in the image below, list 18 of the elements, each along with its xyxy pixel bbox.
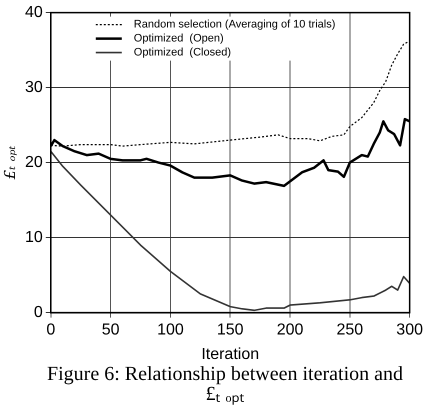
x-tick-label: 100 <box>157 322 184 339</box>
y-tick-label: 20 <box>25 154 43 172</box>
x-tick-label: 0 <box>46 322 56 339</box>
caption: Figure 6: Relationship between iteration and £ₜ ₒₚₜ <box>46 363 404 405</box>
y-tick-label: 30 <box>25 79 43 96</box>
legend-label: Optimized (Closed) <box>134 46 231 59</box>
x-tick-label: 250 <box>336 322 364 339</box>
x-tick-label: 150 <box>216 322 244 339</box>
y-tick-label: 0 <box>34 304 43 322</box>
x-tick-label: 50 <box>102 322 120 339</box>
y-axis-title: £ₜ ₒₚₜ <box>0 146 19 180</box>
x-axis-title: Iteration <box>201 346 260 363</box>
x-tick-label: 200 <box>276 322 304 339</box>
legend-label: Random selection (Averaging of 10 trials) <box>134 18 336 31</box>
y-tick-label: 10 <box>25 229 43 246</box>
y-tick-label: 40 <box>25 4 43 22</box>
x-tick-label: 300 <box>396 322 424 339</box>
legend-label: Optimized (Open) <box>134 32 224 45</box>
